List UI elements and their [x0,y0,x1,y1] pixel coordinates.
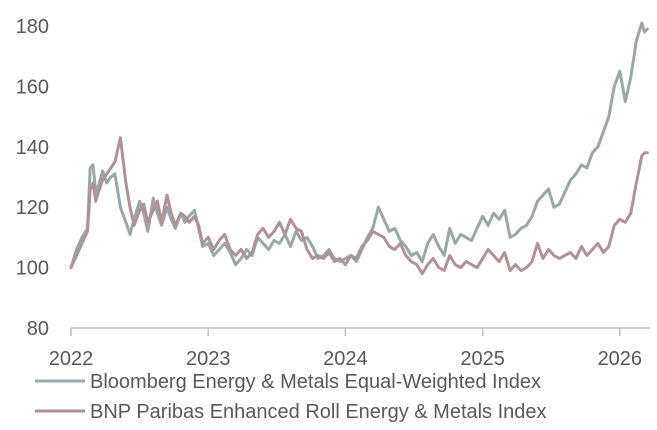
y-tick-label: 100 [16,258,49,280]
series-line-1 [69,21,649,270]
x-tick-label: 2025 [460,348,505,370]
y-tick-label: 180 [16,16,49,38]
x-tick-label: 2024 [323,348,368,370]
x-tick-label: 2023 [186,348,231,370]
x-tick-label: 2022 [49,348,94,370]
y-tick-label: 80 [27,318,49,340]
legend: Bloomberg Energy & Metals Equal-Weighted… [35,371,547,423]
legend-label-2: BNP Paribas Enhanced Roll Energy & Metal… [90,401,547,423]
y-axis-tick-labels: 80 100 120 140 160 180 [16,16,49,340]
y-tick-label: 160 [16,76,49,98]
series-line-2 [69,136,649,276]
series-lines [69,21,649,276]
y-tick-label: 120 [16,197,49,219]
x-axis-tick-labels: 2022 2023 2024 2025 2026 [49,348,642,370]
x-axis-ticks [70,328,621,336]
y-tick-label: 140 [16,137,49,159]
x-tick-label: 2026 [598,348,643,370]
legend-label-1: Bloomberg Energy & Metals Equal-Weighted… [90,371,541,393]
